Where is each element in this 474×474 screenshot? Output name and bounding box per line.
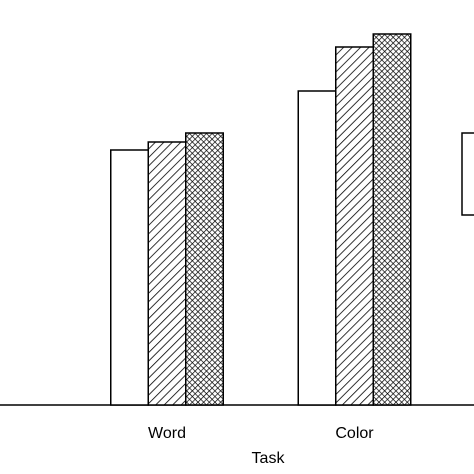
- x-tick-label: Color: [335, 425, 374, 442]
- bar: [110, 149, 149, 406]
- bar: [297, 90, 337, 406]
- bar: [335, 46, 374, 406]
- bar: [185, 132, 224, 406]
- bar: [147, 141, 187, 406]
- x-axis-label: Task: [252, 450, 286, 467]
- bar: [372, 33, 412, 406]
- x-tick-label: Word: [148, 425, 186, 442]
- legend-box: [461, 132, 474, 216]
